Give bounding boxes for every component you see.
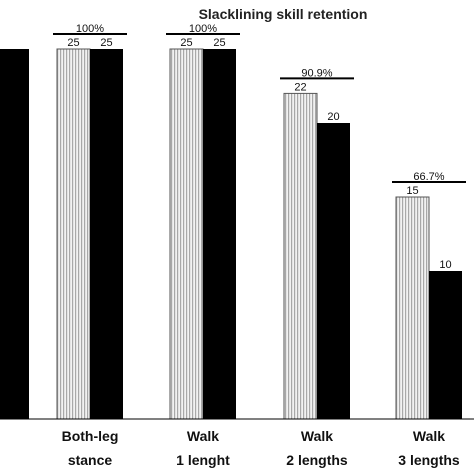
value-label-series-a: 22	[294, 81, 306, 93]
retention-percent-label: 100%	[189, 23, 217, 35]
bar-series-b-0	[0, 49, 29, 419]
retention-percent-label: 100%	[76, 23, 104, 35]
retention-percent-label: 66.7%	[413, 171, 444, 183]
bar-series-a-4	[395, 196, 430, 420]
x-tick-label-line2: 3 lengths	[398, 452, 460, 468]
bar-series-b-1	[90, 49, 123, 419]
bar-series-a-2	[169, 48, 204, 420]
value-label-series-a: 15	[406, 185, 418, 197]
bar-series-b-4	[429, 271, 462, 419]
x-tick-label-line1: Walk	[301, 428, 333, 444]
x-tick-label-line1: Walk	[413, 428, 445, 444]
x-tick-group: Both-leg stance Walk 1 lenght Walk 2 lengths W…	[62, 428, 460, 468]
value-label-series-b: 25	[100, 37, 112, 49]
value-label-series-b: 25	[213, 37, 225, 49]
bar-group: 25 25 100% 25 25 100% 22 20 90.9% 15 10 66.7%	[0, 23, 466, 420]
x-tick-label-line1: Both-leg	[62, 428, 119, 444]
value-label-series-b: 10	[439, 259, 451, 271]
chart-title: Slacklining skill retention	[199, 6, 368, 22]
value-label-series-a: 25	[67, 37, 79, 49]
x-tick-label-line1: Walk	[187, 428, 219, 444]
x-tick-label-line2: 2 lengths	[286, 452, 348, 468]
x-tick-label-line2: 1 lenght	[176, 452, 230, 468]
value-label-series-b: 20	[327, 111, 339, 123]
value-label-series-a: 25	[180, 37, 192, 49]
bar-series-b-2	[203, 49, 236, 419]
retention-percent-label: 90.9%	[301, 67, 332, 79]
bar-series-a-3	[283, 92, 318, 420]
bar-series-a-1	[56, 48, 91, 420]
bar-series-b-3	[317, 123, 350, 419]
x-tick-label-line2: stance	[68, 452, 113, 468]
